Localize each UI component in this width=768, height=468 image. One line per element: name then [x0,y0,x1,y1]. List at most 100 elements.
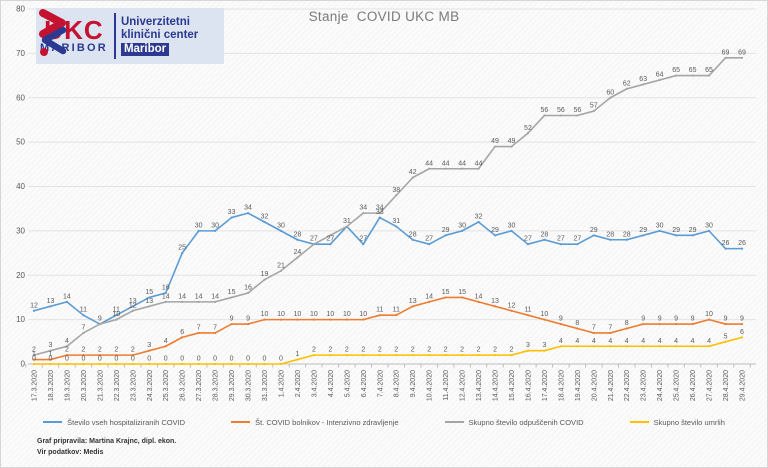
data-label: 9 [674,316,678,323]
data-point [444,296,447,299]
data-point [740,247,744,250]
data-label: 3 [526,342,530,349]
data-point [197,300,200,303]
data-label: 14 [63,293,71,300]
data-label: 28 [294,231,302,238]
data-label: 4 [559,338,563,345]
data-label: 2 [460,347,464,354]
data-label: 34 [244,205,252,212]
data-label: 11 [376,307,383,314]
data-point [279,269,283,272]
data-point [148,296,151,299]
logo-fullname: Univerzitetni klinični center Maribor [120,16,198,57]
data-label: 30 [508,222,516,229]
data-point [707,345,711,348]
data-point [395,194,398,197]
data-label: 0 [147,356,151,363]
x-axis-tick-label: 19.4.2020 [575,370,582,401]
data-label: 15 [145,289,153,296]
data-point [98,322,101,326]
data-label: 60 [606,89,614,96]
data-point [675,345,678,348]
data-point [296,318,299,321]
data-label: 1 [49,351,53,358]
data-point [329,354,332,357]
y-axis-tick-label: 40 [16,182,25,191]
x-axis-tick-label: 28.4.2020 [723,370,730,401]
data-label: 2 [65,347,69,354]
data-point [246,212,250,215]
data-label: 2 [378,347,382,354]
data-label: 29 [491,227,499,234]
data-point [444,167,447,170]
data-point [609,345,612,348]
data-label: 32 [475,214,483,221]
data-point [32,358,36,361]
data-label: 1 [32,351,36,358]
data-label: 3 [542,342,546,349]
data-label: 2 [361,347,365,354]
data-point [609,96,612,99]
data-point [82,362,85,366]
data-point [707,318,711,321]
data-point [312,318,316,321]
x-axis-tick-label: 11.4.2020 [443,370,450,401]
data-point [724,56,727,59]
data-point [625,238,628,241]
data-point [378,354,381,357]
x-axis-tick-label: 17.4.2020 [542,370,549,401]
data-label: 0 [49,356,53,363]
data-point [181,300,184,303]
data-point [131,305,134,308]
data-label: 4 [575,338,579,345]
data-label: 30 [211,222,219,229]
data-label: 32 [261,214,269,221]
data-label: 10 [277,311,285,318]
data-label: 11 [80,307,87,314]
data-label: 10 [343,311,351,318]
data-point [197,229,200,232]
data-label: 7 [81,324,85,331]
data-label: 0 [180,356,184,363]
data-point [148,349,151,352]
data-label: 27 [359,236,367,243]
data-point [164,300,167,303]
data-point [428,167,431,170]
data-label: 31 [343,218,351,225]
data-label: 56 [541,107,549,114]
x-axis-tick-label: 1.4.2020 [278,370,285,397]
data-point [740,56,744,59]
legend-item: Skupno število umrlih [629,418,725,427]
chart-footer: Graf pripravila: Martina Krajnc, dipl. e… [37,436,176,458]
x-axis-tick-label: 23.3.2020 [130,370,137,401]
data-label: 7 [213,324,217,331]
data-point [493,354,497,357]
data-label: 11 [393,307,400,314]
data-label: 9 [724,316,728,323]
x-axis-tick-label: 27.4.2020 [707,370,714,401]
x-axis-tick-label: 31.3.2020 [262,370,269,401]
data-point [460,354,464,357]
data-point [444,234,447,237]
data-point [148,305,151,308]
data-label: 69 [738,49,746,56]
data-label: 26 [722,240,730,247]
data-point [197,331,200,335]
data-point [115,318,118,321]
data-point [345,318,348,321]
x-axis-tick-label: 14.4.2020 [493,370,500,401]
data-point [642,83,645,86]
data-point [493,145,497,148]
data-label: 29 [689,227,697,234]
data-point [658,78,661,82]
data-label: 0 [114,356,118,363]
data-label: 44 [475,160,483,167]
data-point [428,354,431,357]
data-label: 16 [162,285,170,292]
data-point [559,345,562,348]
logo-name-line3: Maribor [120,42,170,57]
data-label: 52 [524,125,532,132]
data-label: 33 [376,209,384,216]
data-label: 12 [129,302,137,309]
data-point [49,305,52,308]
